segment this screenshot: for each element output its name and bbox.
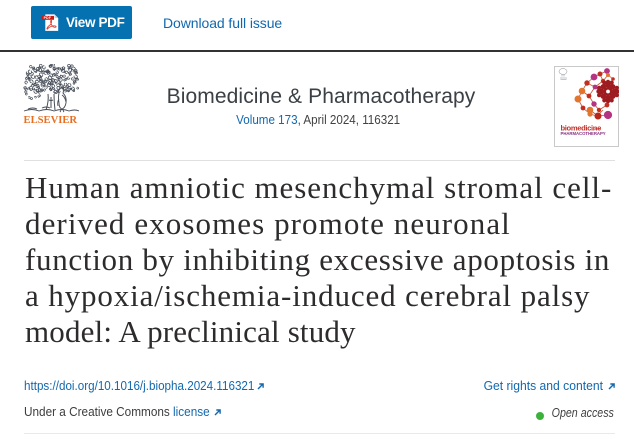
svg-text:PHARMACOTHERAPY: PHARMACOTHERAPY xyxy=(560,131,605,136)
svg-text:& PB: & PB xyxy=(594,127,601,131)
svg-text:PDF: PDF xyxy=(44,16,52,20)
svg-text:ELSEVIER: ELSEVIER xyxy=(24,115,78,126)
svg-text:biomedicine: biomedicine xyxy=(560,124,601,133)
